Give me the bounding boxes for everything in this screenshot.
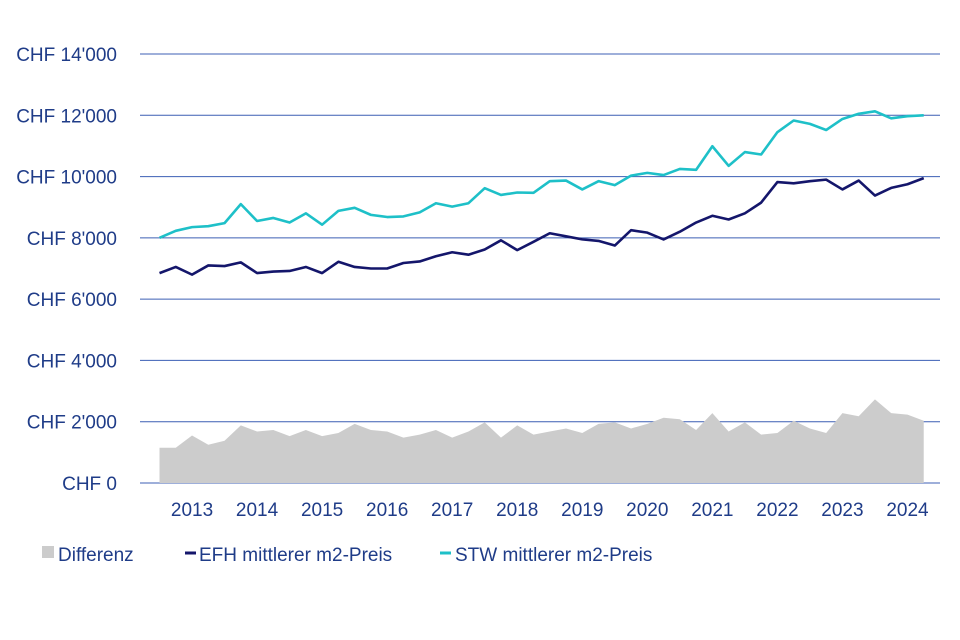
x-tick-label: 2013	[171, 500, 213, 521]
x-tick-label: 2014	[236, 500, 279, 521]
x-tick-label: 2018	[496, 500, 538, 521]
x-tick-label: 2023	[821, 500, 863, 521]
gridlines	[140, 53, 940, 484]
y-tick-label: CHF 10'000	[16, 168, 117, 189]
legend-label-differenz: Differenz	[58, 545, 134, 566]
legend-label-stw: STW mittlerer m2-Preis	[455, 545, 652, 566]
y-tick-label: CHF 4'000	[27, 351, 117, 372]
differenz-area-group	[159, 399, 924, 483]
x-tick-label: 2021	[691, 500, 733, 521]
legend-label-efh: EFH mittlerer m2-Preis	[199, 545, 392, 566]
series-lines-group	[158, 110, 925, 276]
y-tick-label: CHF 6'000	[27, 290, 117, 311]
y-tick-label: CHF 0	[62, 474, 117, 495]
x-tick-label: 2019	[561, 500, 603, 521]
y-tick-label: CHF 8'000	[27, 229, 117, 250]
x-tick-label: 2024	[886, 500, 929, 521]
x-tick-label: 2015	[301, 500, 343, 521]
y-axis-tick-labels: CHF 0 CHF 2'000 CHF 4'000 CHF 6'000 CHF 8'00…	[16, 45, 117, 495]
legend: Differenz EFH mittlerer m2-Preis STW mit…	[42, 545, 652, 566]
series-line-efh	[159, 176, 925, 276]
series-area-differenz	[159, 399, 924, 483]
y-tick-label: CHF 2'000	[27, 413, 117, 434]
series-line-stw	[158, 110, 924, 240]
y-tick-label: CHF 14'000	[16, 45, 117, 66]
x-axis-tick-labels: 2013 2014 2015 2016 2017 2018 2019 2020 2021 2022…	[171, 500, 929, 521]
x-tick-label: 2022	[756, 500, 798, 521]
x-tick-label: 2017	[431, 500, 473, 521]
x-tick-label: 2016	[366, 500, 408, 521]
x-tick-label: 2020	[626, 500, 668, 521]
legend-swatch-differenz	[42, 546, 54, 558]
y-tick-label: CHF 12'000	[16, 106, 117, 127]
